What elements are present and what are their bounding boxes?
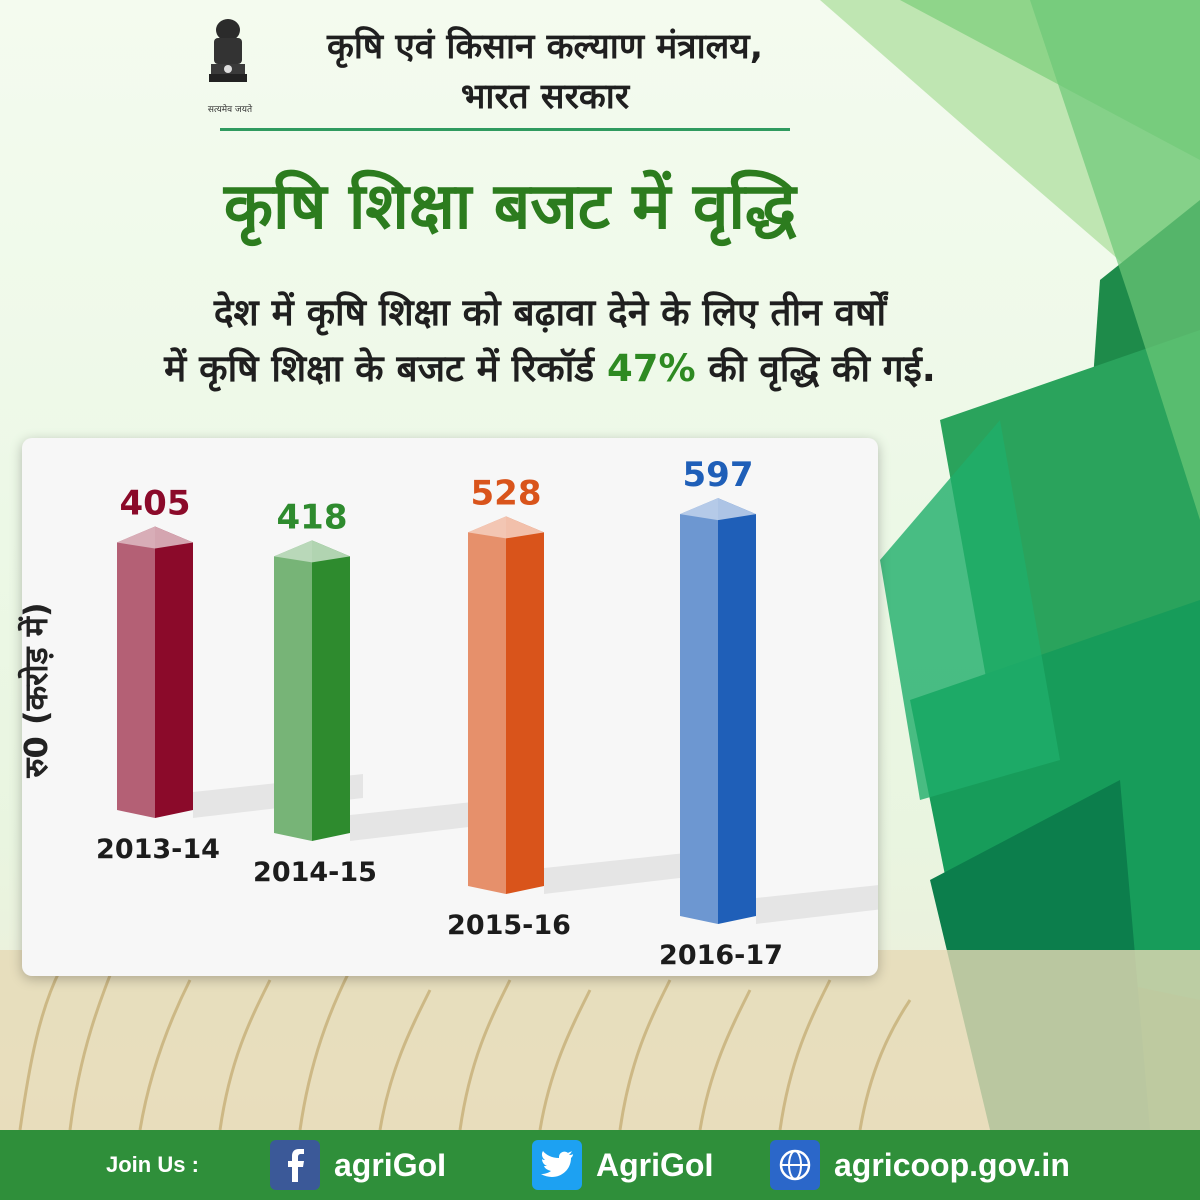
bar-value-label: 597 <box>683 455 754 495</box>
globe-icon <box>770 1140 820 1190</box>
bar-top <box>468 516 544 539</box>
bar-right-face <box>506 516 544 894</box>
subtitle-text-before: में कृषि शिक्षा के बजट में रिकॉर्ड <box>164 347 607 390</box>
ministry-line-2: भारत सरकार <box>460 77 630 117</box>
bar-shadow <box>544 850 714 894</box>
bar-left-face <box>468 516 506 894</box>
chart-card: 405 2013-14 418 2014-15 528 2015-16 597 2016-17 <box>22 438 878 976</box>
bar-top <box>117 526 193 549</box>
website-url: agricoop.gov.in <box>834 1146 1070 1183</box>
growth-percent: 47% <box>606 347 696 390</box>
subtitle-line-2: में कृषि शिक्षा के बजट में रिकॉर्ड 47% क… <box>30 341 1070 397</box>
bar-chart: 405 2013-14 418 2014-15 528 2015-16 597 2016-17 <box>96 455 878 971</box>
ministry-line-1: कृषि एवं किसान कल्याण मंत्रालय, <box>326 27 763 67</box>
join-us-label: Join Us : <box>106 1152 199 1177</box>
bar-right-face <box>718 498 756 924</box>
facebook-handle: agriGoI <box>334 1146 447 1183</box>
bar-value-label: 418 <box>277 497 348 537</box>
bar-left-face <box>274 540 312 841</box>
bar-right-face <box>312 540 350 841</box>
bar-top <box>680 498 756 521</box>
page-title: कृषि शिक्षा बजट में वृद्धि <box>223 170 797 244</box>
national-emblem-icon <box>209 19 247 82</box>
twitter-icon <box>532 1140 582 1190</box>
facebook-icon <box>270 1140 320 1190</box>
facebook-link[interactable]: agriGoI <box>270 1140 446 1190</box>
footer-bar: Join Us : agriGoI AgriGoI agricoop.gov.i… <box>0 1130 1200 1200</box>
twitter-handle: AgriGoI <box>596 1146 714 1183</box>
bar-right-face <box>155 526 193 818</box>
bar-left-face <box>117 526 155 818</box>
bar-value-label: 528 <box>471 473 542 513</box>
subtitle-line-1: देश में कृषि शिक्षा को बढ़ावा देने के लि… <box>213 291 887 334</box>
bar-left-face <box>680 498 718 924</box>
x-tick-label: 2013-14 <box>96 834 220 865</box>
header-divider <box>220 128 790 131</box>
y-axis-label: रु0 (करोड़ में) <box>17 602 55 778</box>
emblem-caption: सत्यमेव जयते <box>207 105 253 115</box>
ministry-header: सत्यमेव जयते कृषि एवं किसान कल्याण मंत्र… <box>195 14 815 117</box>
subtitle: देश में कृषि शिक्षा को बढ़ावा देने के लि… <box>30 285 1070 397</box>
bar-shadow <box>756 885 878 924</box>
ministry-name: कृषि एवं किसान कल्याण मंत्रालय, भारत सरक… <box>275 22 815 122</box>
x-tick-label: 2015-16 <box>447 910 571 941</box>
website-link[interactable]: agricoop.gov.in <box>770 1140 1070 1190</box>
subtitle-text-after: की वृद्धि की गई. <box>695 347 936 390</box>
bar-top <box>274 540 350 563</box>
x-tick-label: 2016-17 <box>659 940 783 971</box>
twitter-link[interactable]: AgriGoI <box>532 1140 713 1190</box>
bar-value-label: 405 <box>120 484 191 524</box>
wheat-field-background <box>0 949 1200 1130</box>
x-tick-label: 2014-15 <box>253 857 377 888</box>
